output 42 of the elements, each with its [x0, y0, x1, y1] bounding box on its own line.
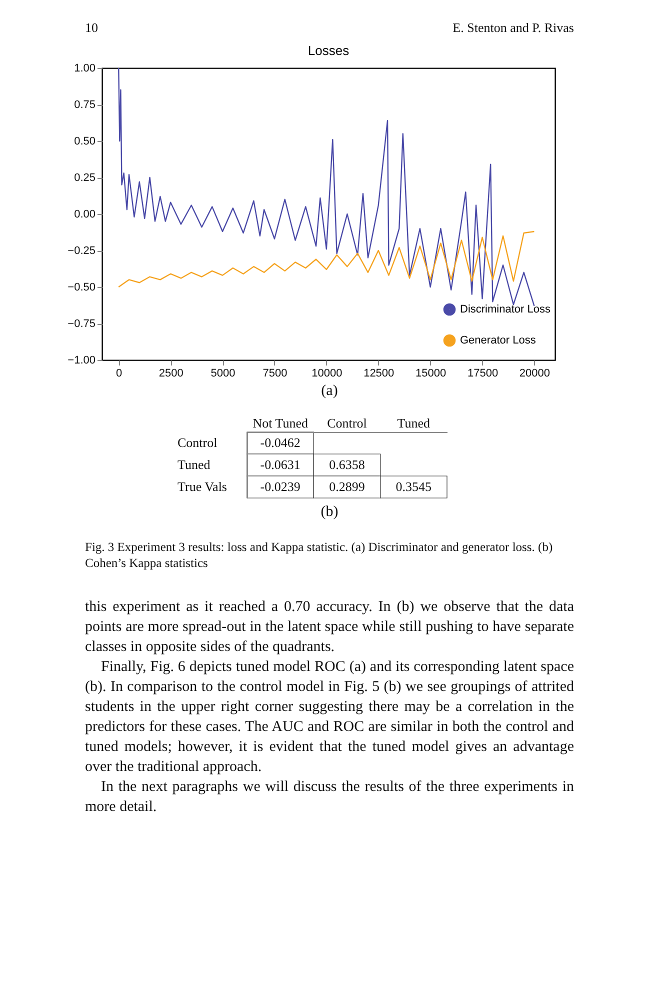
- y-tick-label: 0.75: [74, 99, 96, 111]
- y-tick-label: −0.50: [68, 282, 96, 294]
- x-tick-label: 0: [116, 368, 122, 380]
- text: (a): [320, 383, 339, 400]
- y-tick-label: −1.00: [68, 354, 96, 366]
- y-tick-label: Tuned: [178, 457, 211, 472]
- y-tick-label: 0.25: [74, 172, 96, 184]
- x-tick-label: 12500: [364, 368, 394, 380]
- y-tick-label: −0.25: [68, 245, 96, 257]
- data-label: 0.2899: [329, 479, 365, 494]
- legend-label: Discriminator Loss: [460, 304, 551, 316]
- x-tick-label: 17500: [467, 368, 498, 380]
- text: this experiment as it reached a 0.70 accuracy. In (b) we observe that the data points are more spread-out in the latent space while still pushing to have separate classes in opposite sides of the quadrants.: [85, 598, 574, 657]
- legend-label: Generator Loss: [460, 334, 536, 346]
- y-tick-label: 1.00: [74, 62, 96, 74]
- x-tick-label: Control: [327, 416, 368, 430]
- x-tick-label: Tuned: [397, 416, 431, 430]
- x-tick-label: Not Tuned: [252, 416, 308, 430]
- y-tick-label: 0.50: [74, 136, 96, 148]
- text: E. Stenton and P. Rivas: [452, 20, 574, 36]
- data-label: -0.0239: [260, 479, 300, 494]
- caption: Fig. 3 Experiment 3 results: loss and Kappa statistic. (a) Discriminator and generator loss. (b) Cohen’s Kappa statistics: [85, 539, 554, 571]
- data-label: 0.6358: [329, 457, 365, 472]
- text: Finally, Fig. 6 depicts tuned model ROC (a) and its corresponding latent space (b). In comparison to the control model in Fig. 5 (b) we see groupings of attrited students in the upper right corner suggesting there may be a correlation in the predictors for these cases. The AUC and ROC are similar in both the control and tuned models; however, it is evident that the tuned model gives an advantage over the traditional approach.: [85, 658, 574, 777]
- y-tick-label: Control: [178, 435, 218, 450]
- text: In the next paragraphs we will discuss the results of the three experiments in more detail.: [85, 778, 574, 817]
- x-tick-label: 20000: [519, 368, 550, 380]
- text: 10: [85, 20, 98, 36]
- x-tick-label: 15000: [416, 368, 446, 380]
- y-tick-label: 0.00: [74, 208, 96, 220]
- text: (b): [320, 504, 340, 521]
- line-series: [118, 230, 535, 288]
- data-label: 0.3545: [396, 479, 432, 494]
- data-label: -0.0462: [260, 435, 300, 450]
- x-tick-label: 10000: [312, 368, 342, 380]
- y-tick-label: True Vals: [178, 479, 227, 494]
- chart-title: Losses: [308, 43, 350, 58]
- x-tick-label: 2500: [158, 368, 184, 380]
- x-tick-label: 7500: [262, 368, 288, 380]
- x-tick-label: 5000: [210, 368, 236, 380]
- y-tick-label: −0.75: [68, 318, 96, 330]
- data-label: -0.0631: [260, 457, 300, 472]
